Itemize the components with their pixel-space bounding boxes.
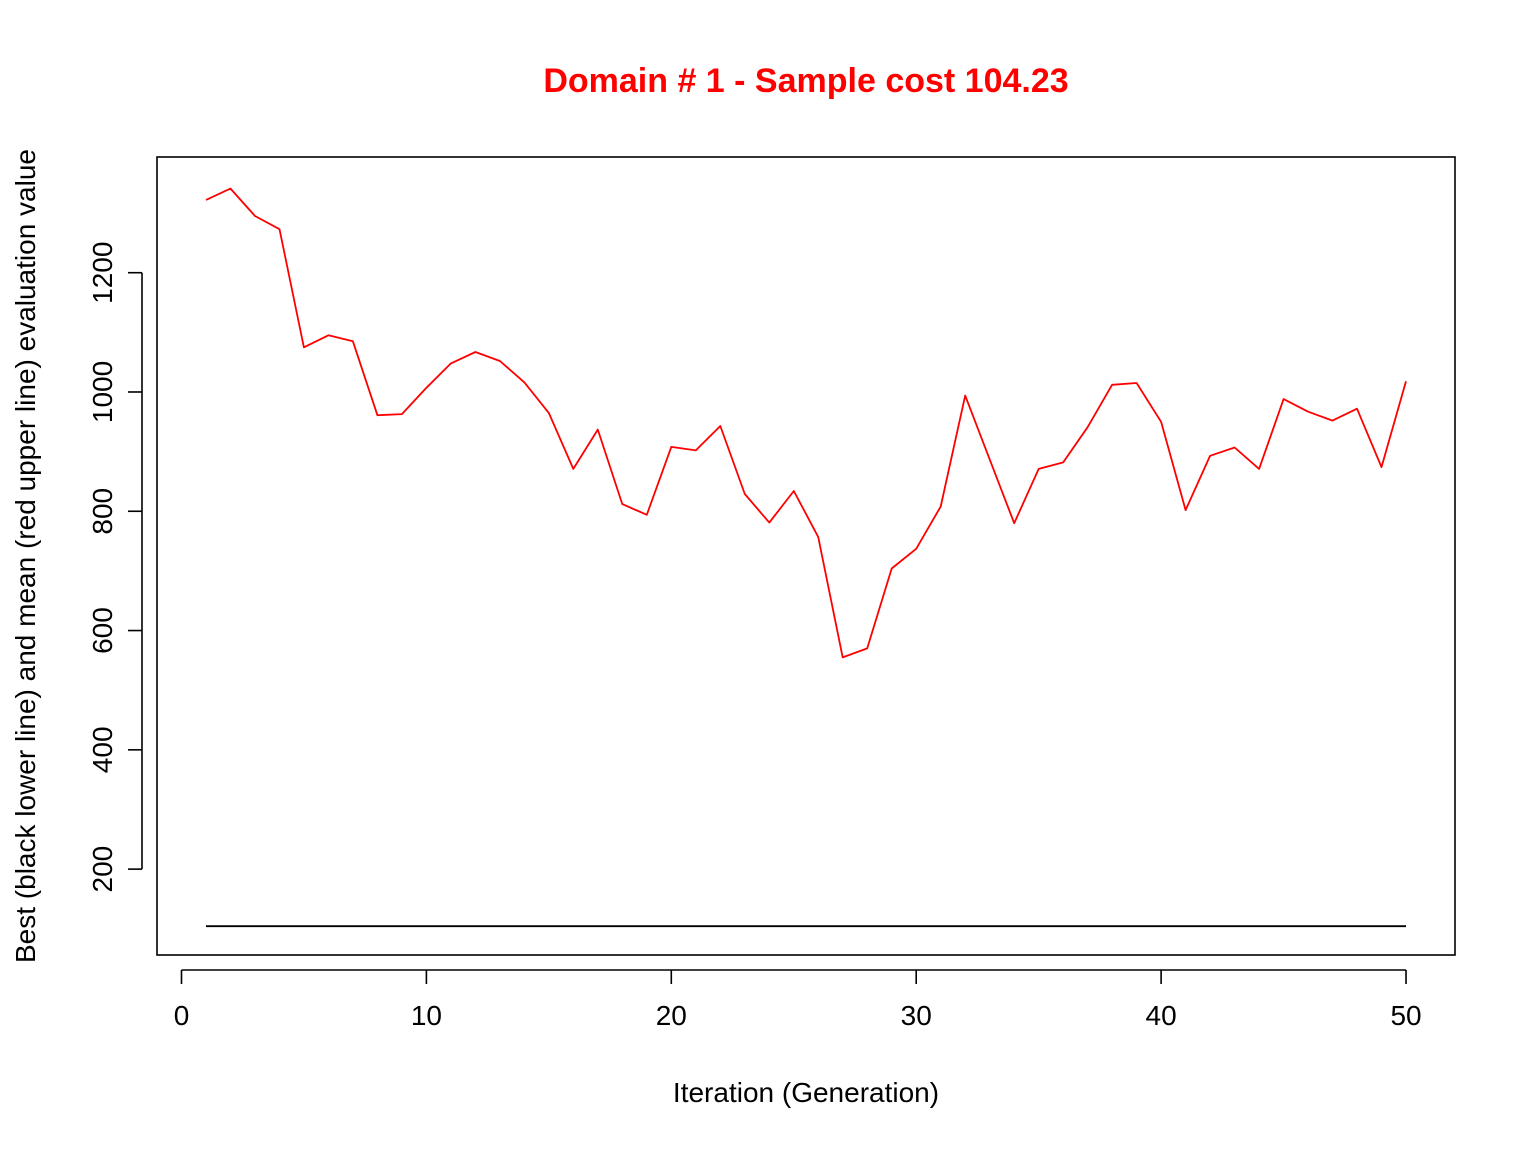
chart-title: Domain # 1 - Sample cost 104.23: [543, 62, 1068, 100]
y-tick-label: 600: [87, 607, 118, 654]
x-axis-label: Iteration (Generation): [673, 1077, 939, 1108]
x-tick-label: 30: [901, 1000, 932, 1031]
x-axis: 0 10 20 30 40 50: [174, 969, 1422, 1031]
y-tick-label: 800: [87, 488, 118, 535]
y-tick-label: 1000: [87, 361, 118, 423]
x-tick-label: 50: [1390, 1000, 1421, 1031]
y-tick-label: 200: [87, 846, 118, 893]
x-tick-label: 10: [411, 1000, 442, 1031]
y-axis-label: Best (black lower line) and mean (red up…: [10, 149, 41, 963]
series-group: [205, 187, 1407, 928]
x-tick-label: 0: [174, 1000, 190, 1031]
y-tick-label: 1200: [87, 242, 118, 304]
x-tick-label: 40: [1146, 1000, 1177, 1031]
y-tick-label: 400: [87, 726, 118, 773]
x-tick-label: 20: [656, 1000, 687, 1031]
y-axis: 200 400 600 800 1000 1200: [87, 242, 143, 893]
mean-value-line: [205, 187, 1407, 659]
plot-frame: [156, 156, 1456, 956]
